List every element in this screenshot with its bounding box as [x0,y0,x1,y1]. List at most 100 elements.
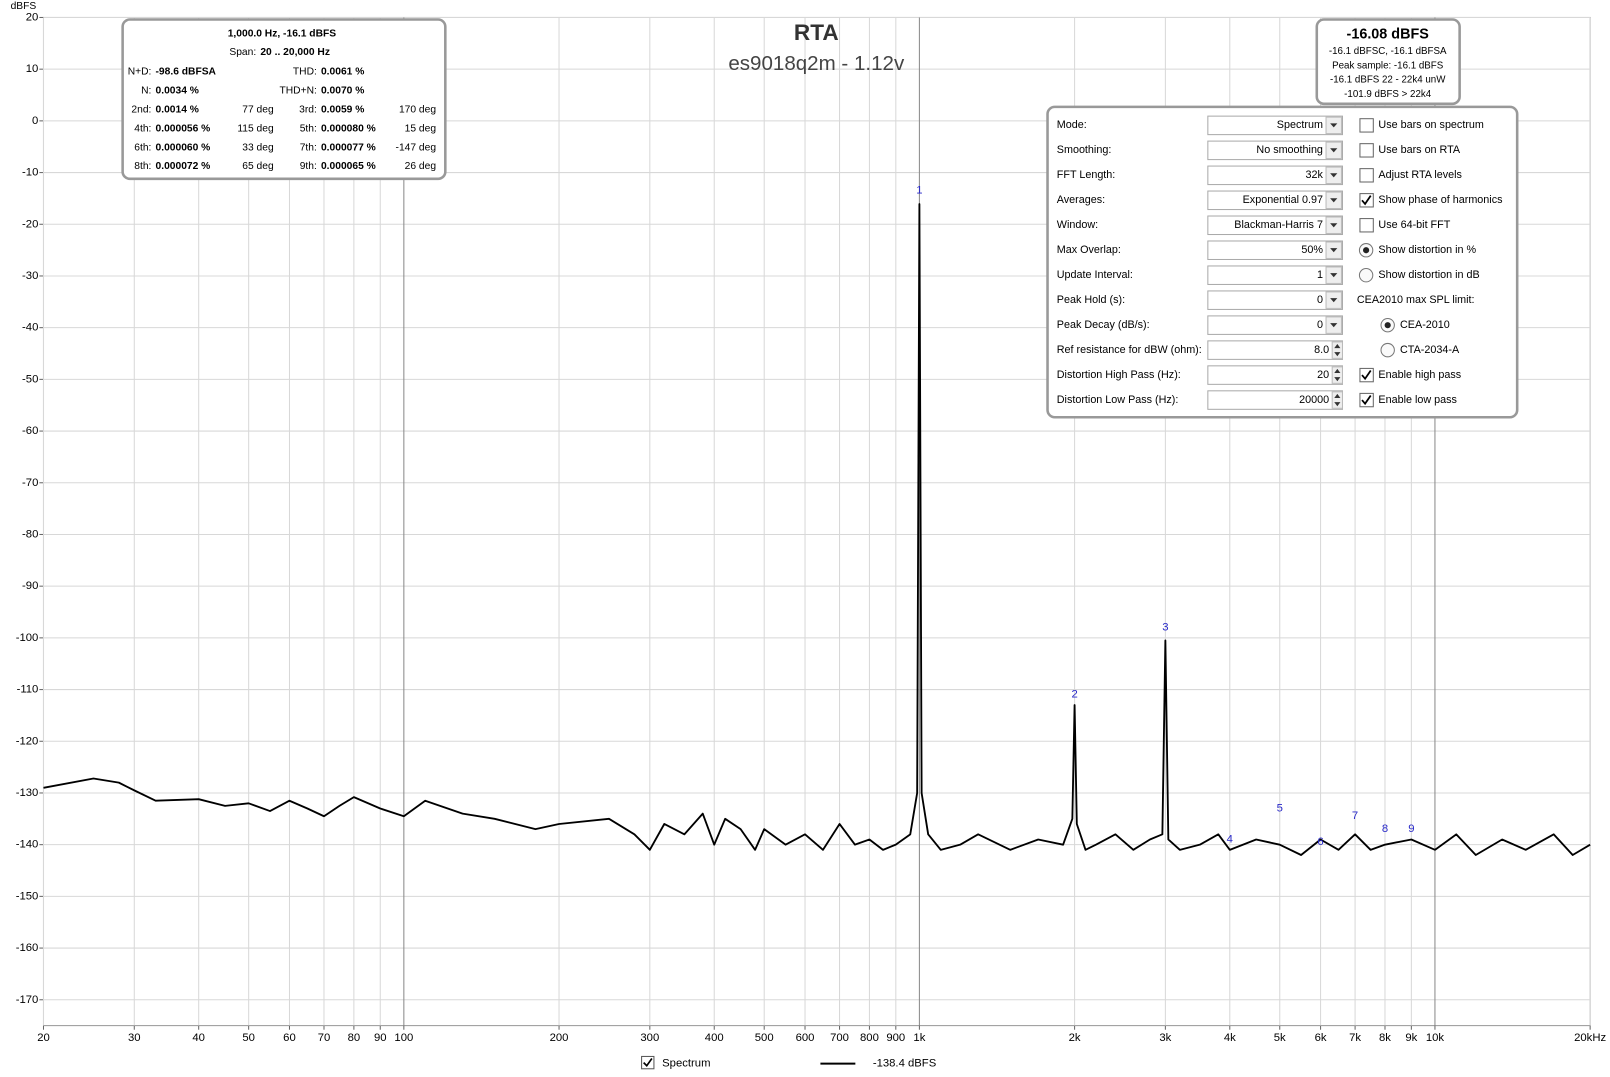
dropdown[interactable] [1207,215,1343,236]
distortion-label: THD: [293,67,317,78]
y-tick-label: -80 [22,528,38,540]
radio-button[interactable] [1380,342,1395,358]
dropdown[interactable] [1207,315,1343,335]
distortion-label: 2nd: [131,104,151,115]
distortion-label: 8th: [134,161,151,172]
field-label: FFT Length: [1057,169,1116,181]
distortion-label: 15 deg [405,123,437,134]
distortion-value: 0.000065 % [321,161,376,172]
option-label: CTA-2034-A [1400,344,1460,356]
y-tick-label: -90 [22,580,38,592]
field-label: Smoothing: [1057,144,1112,156]
field-value: 1 [1317,269,1323,281]
field-value: 8.0 [1314,344,1329,356]
harmonic-marker: 4 [1227,833,1233,845]
y-tick-label: -20 [22,218,38,230]
spectrum-line [43,203,1591,856]
x-tick-label: 10k [1426,1032,1445,1044]
check-mark [1361,369,1372,381]
dropdown-arrow [1330,223,1338,228]
option-label: Show phase of harmonics [1378,194,1502,206]
dropdown-arrow [1330,123,1338,128]
spin-button[interactable] [1331,366,1343,384]
option-label: Enable low pass [1378,394,1457,406]
dropdown[interactable] [1207,265,1343,285]
x-tick-label: 90 [374,1032,387,1044]
x-tick-label: 900 [886,1032,905,1044]
distortion-label: 5th: [300,123,317,134]
checkbox[interactable] [1359,218,1374,233]
checkbox[interactable] [1359,118,1374,133]
spin-up [1334,368,1341,374]
harmonic-marker: 8 [1382,823,1388,835]
y-tick-label: 10 [26,63,39,75]
x-tick-label: 200 [550,1032,569,1044]
option-heading: CEA2010 max SPL limit: [1357,294,1475,306]
dropdown[interactable] [1207,240,1343,261]
field-value: 32k [1306,169,1324,181]
panel-frame [121,18,447,181]
x-tick-label: 30 [128,1032,141,1044]
distortion-label: 3rd: [299,104,317,115]
legend-checkbox[interactable] [641,1055,655,1070]
dropdown[interactable] [1207,140,1343,161]
x-tick-label: 80 [348,1032,361,1044]
dropdown-arrow [1330,173,1338,178]
chart-subtitle: es9018q2m - 1.12v [728,52,905,75]
distortion-value: 0.0070 % [321,86,364,97]
dropdown[interactable] [1207,165,1343,186]
distortion-value: 0.000056 % [156,123,211,134]
level-line: -101.9 dBFS > 22k4 [1344,89,1432,100]
spin-down [1334,402,1341,407]
harmonic-marker: 1 [916,185,922,197]
x-tick-label: 1k [913,1032,925,1044]
y-tick-label: -70 [22,477,38,489]
dropdown[interactable] [1207,190,1343,211]
distortion-label: THD+N: [279,86,316,97]
option-label: Show distortion in % [1378,244,1476,256]
option-label: Adjust RTA levels [1378,169,1462,181]
radio-button[interactable] [1358,268,1374,283]
field-label: Update Interval: [1057,269,1133,281]
field-value: 50% [1301,244,1323,256]
option-label: Show distortion in dB [1378,269,1479,281]
field-value: 0 [1317,294,1323,306]
dropdown[interactable] [1207,290,1343,310]
checkbox[interactable] [1359,143,1374,158]
distortion-label: 115 deg [237,123,274,134]
spin-down [1334,352,1341,357]
check-mark [1361,394,1372,406]
harmonic-marker: 7 [1352,810,1358,822]
y-tick-label: -50 [22,373,38,385]
y-tick-label: -140 [16,839,39,851]
spin-button[interactable] [1331,391,1343,409]
trace-layer: 1 2 3 4 5 6 7 8 9 [43,185,1591,856]
x-tick-label: 100 [394,1032,413,1044]
distortion-value: 0.0061 % [321,67,364,78]
distortion-label: N+D: [128,67,152,78]
level-line: -16.1 dBFSC, -16.1 dBFSA [1329,46,1447,57]
distortion-label: 65 deg [242,161,274,172]
x-tick-label: 40 [192,1032,205,1044]
field-label: Window: [1057,219,1098,231]
field-value: Exponential 0.97 [1243,194,1323,206]
checkbox[interactable] [1359,168,1374,183]
field-label: Ref resistance for dBW (ohm): [1057,344,1202,356]
distortion-label: 170 deg [399,104,436,115]
y-tick-label: -40 [22,322,38,334]
distortion-label: 77 deg [242,104,274,115]
x-tick-label: 2k [1069,1032,1081,1044]
dropdown[interactable] [1207,115,1343,136]
level-title: -16.08 dBFS [1347,27,1430,43]
panel-header: 1,000.0 Hz, -16.1 dBFS [228,29,337,40]
field-value: Blackman-Harris 7 [1234,219,1323,231]
settings-panel: Mode: Spectrum Smoothing: No smoothing FFT L… [1046,105,1519,419]
panel-frame [1046,105,1519,419]
level-panel: -16.08 dBFS -16.1 dBFSC, -16.1 dBFSA Peak… [1315,18,1461,106]
dropdown-arrow [1330,148,1338,153]
spin-button[interactable] [1331,341,1343,359]
distortion-label: 26 deg [405,161,437,172]
x-tick-label: 9k [1405,1032,1417,1044]
y-tick-label: -10 [22,167,38,179]
